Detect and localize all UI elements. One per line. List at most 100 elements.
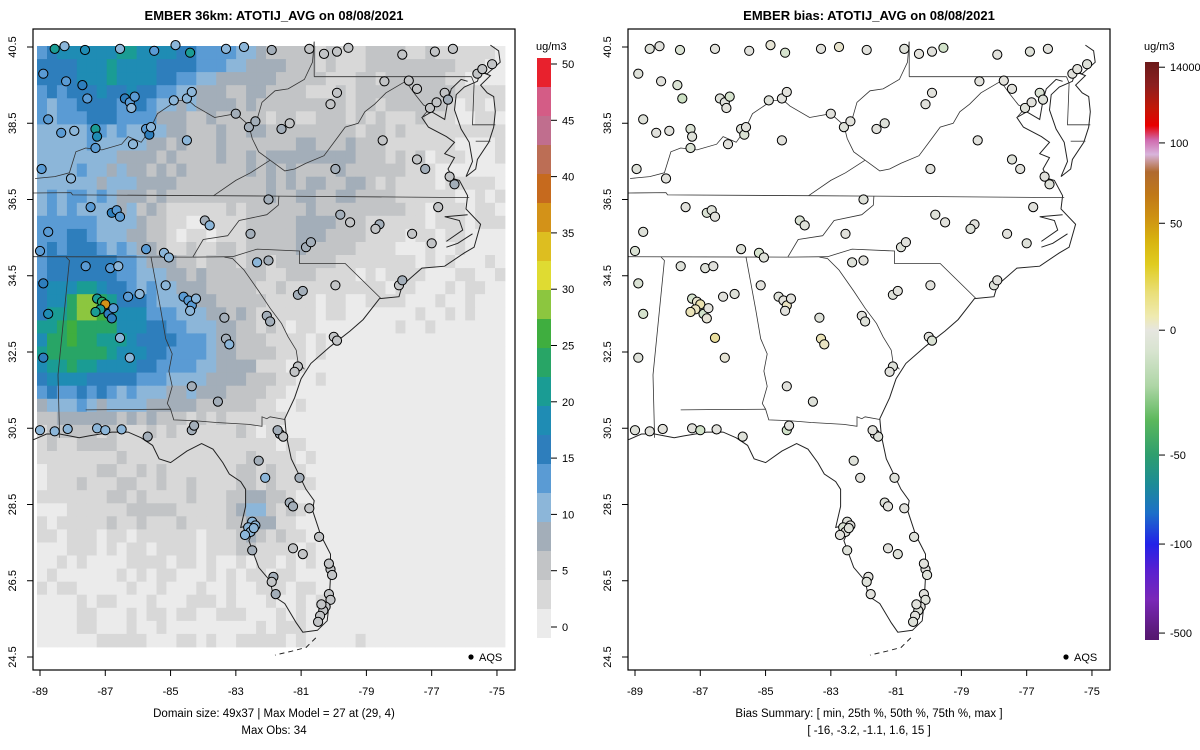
station-point (263, 255, 274, 266)
station-point (873, 431, 884, 442)
caption-line1: Bias Summary: [ min, 25th %, 50th %, 75t… (735, 708, 1002, 720)
state-border (787, 196, 875, 258)
colorbar-units-label: ug/m3 (1144, 41, 1175, 53)
aqs-legend-dot (468, 654, 474, 660)
station-point (114, 332, 126, 343)
station-point (424, 102, 436, 114)
station-point (397, 49, 408, 60)
colorbar-tick-label: 0 (1170, 325, 1176, 337)
station-point (920, 99, 931, 110)
station-point (845, 116, 856, 127)
station-point (113, 261, 124, 272)
state-border (33, 192, 470, 198)
station-point (992, 275, 1003, 286)
station-point (855, 472, 866, 483)
station-point (447, 43, 458, 55)
station-point (116, 424, 127, 435)
station-point (834, 529, 846, 541)
station-point (926, 87, 938, 98)
state-border (213, 159, 271, 197)
station-point (763, 95, 774, 106)
station-point (114, 43, 126, 55)
station-point (253, 455, 264, 466)
station-point (644, 43, 655, 55)
station-point (1024, 46, 1035, 57)
station-point (65, 173, 77, 184)
station-point (185, 305, 196, 316)
y-tick-label: 34.5 (7, 265, 19, 286)
station-point (1026, 97, 1037, 108)
colorbar-tick-label: -100 (1170, 539, 1192, 551)
y-tick-label: 26.5 (7, 570, 19, 591)
state-border (652, 256, 665, 438)
station-point (913, 48, 925, 60)
colorbar-tick-label: 40 (562, 172, 574, 184)
station-point (252, 257, 263, 268)
colorbar-tick-label: 5 (562, 566, 568, 578)
station-point (695, 425, 706, 436)
colorbar-tick-label: -50 (1170, 450, 1186, 462)
station-point (38, 352, 49, 363)
plot-box (32, 28, 516, 671)
station-point (477, 64, 488, 75)
panel-title: EMBER bias: ATOTIJ_AVG on 08/08/2021 (743, 8, 995, 23)
y-tick-label: 40.5 (7, 36, 19, 57)
station-point (819, 339, 830, 350)
colorbar-tick-label: 14000 (1170, 62, 1200, 74)
station-point (719, 352, 730, 363)
station-point (245, 228, 256, 239)
station-point (100, 425, 111, 436)
x-tick-label: -75 (489, 686, 505, 698)
station-point (294, 472, 305, 483)
y-tick-label: 38.5 (602, 113, 614, 134)
station-point (250, 116, 261, 127)
station-point (85, 202, 96, 213)
station-point (266, 44, 277, 56)
station-point (925, 280, 936, 291)
station-point (449, 179, 460, 190)
y-tick-label: 30.5 (602, 418, 614, 439)
station-point (785, 293, 797, 304)
station-point (784, 420, 795, 431)
station-point (892, 549, 903, 560)
station-point (407, 228, 418, 239)
station-point (882, 543, 894, 554)
station-point (780, 305, 791, 316)
station-point (69, 125, 80, 136)
station-point (316, 599, 327, 610)
station-point (331, 87, 343, 98)
station-point (487, 59, 498, 70)
state-border (192, 196, 280, 258)
y-tick-label: 38.5 (7, 113, 19, 134)
station-point (884, 366, 895, 377)
y-tick-label: 36.5 (7, 189, 19, 210)
station-point (930, 209, 941, 220)
station-points (34, 40, 498, 628)
station-point (411, 154, 423, 165)
station-point (687, 423, 698, 434)
colorbar-tick-label: 50 (1170, 218, 1182, 230)
station-point (724, 91, 735, 102)
station-point (709, 43, 721, 55)
station-point (708, 261, 719, 272)
station-point (674, 44, 686, 56)
panel-title: EMBER 36km: ATOTIJ_AVG on 08/08/2021 (145, 8, 404, 23)
x-tick-label: -79 (358, 686, 374, 698)
station-point (230, 108, 241, 119)
station-point (204, 220, 215, 231)
colorbar-tick-label: 50 (562, 59, 574, 71)
station-point (633, 352, 644, 363)
station-point (186, 381, 197, 392)
station-point (297, 285, 308, 297)
model-map-panel: -89 -87 -85 -83 -81 -79 -77 -75 24.5 26.5 28.5 30.5… (7, 8, 574, 737)
station-point (1028, 202, 1039, 213)
station-point (141, 244, 152, 255)
x-tick-label: -85 (163, 686, 179, 698)
station-point (429, 46, 440, 57)
station-point (685, 142, 696, 154)
station-point (889, 472, 900, 483)
station-point (287, 501, 299, 512)
station-point (925, 163, 936, 175)
station-point (709, 332, 721, 343)
